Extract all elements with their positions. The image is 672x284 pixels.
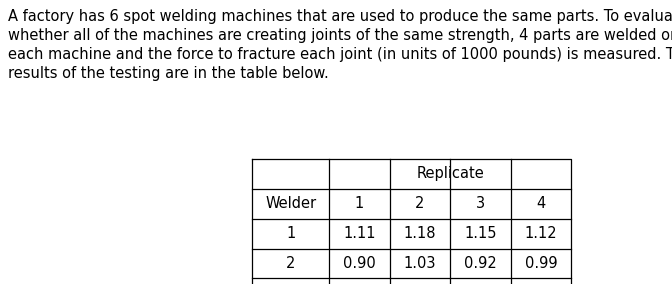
Text: 4: 4 [536,196,546,211]
Text: 0.99: 0.99 [525,256,557,271]
Text: 1.03: 1.03 [404,256,436,271]
Text: 1.18: 1.18 [404,226,436,241]
Text: A factory has 6 spot welding machines that are used to produce the same parts. T: A factory has 6 spot welding machines th… [8,9,672,24]
Text: 3: 3 [476,196,485,211]
Text: 2: 2 [415,196,425,211]
Text: 0.92: 0.92 [464,256,497,271]
Text: each machine and the force to fracture each joint (in units of 1000 pounds) is m: each machine and the force to fracture e… [8,47,672,62]
Text: whether all of the machines are creating joints of the same strength, 4 parts ar: whether all of the machines are creating… [8,28,672,43]
Text: results of the testing are in the table below.: results of the testing are in the table … [8,66,329,82]
Text: Replicate: Replicate [417,166,484,181]
Text: 1.15: 1.15 [464,226,497,241]
Text: 1.12: 1.12 [525,226,557,241]
Text: Welder: Welder [265,196,317,211]
Text: 1: 1 [286,226,295,241]
Text: 1.11: 1.11 [343,226,376,241]
Text: 2: 2 [286,256,295,271]
Text: 1: 1 [355,196,364,211]
Text: 0.90: 0.90 [343,256,376,271]
